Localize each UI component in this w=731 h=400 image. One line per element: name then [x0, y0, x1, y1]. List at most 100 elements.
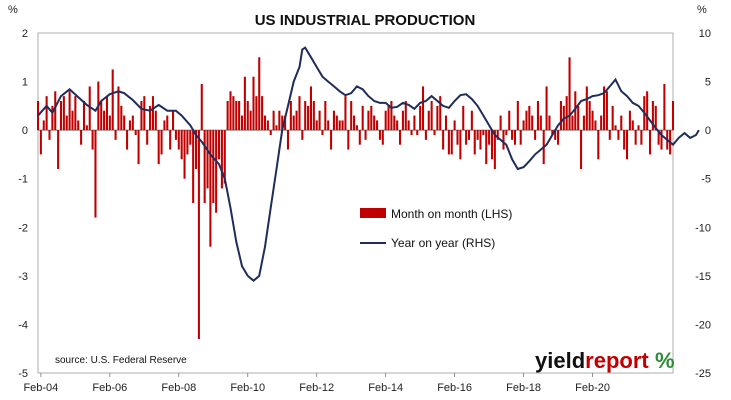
left-tick-label: -3: [18, 271, 28, 283]
mom-bar: [85, 125, 88, 131]
mom-bar: [68, 91, 71, 131]
mom-bar: [240, 115, 244, 131]
mom-bar: [565, 96, 568, 131]
mom-bar: [344, 96, 347, 131]
mom-bar: [269, 130, 272, 135]
mom-bar: [48, 130, 51, 140]
mom-bar: [197, 130, 200, 339]
mom-bar: [539, 115, 542, 131]
mom-bar: [327, 120, 330, 131]
mom-bar: [51, 105, 54, 131]
mom-bar: [103, 110, 106, 131]
mom-bar: [416, 130, 419, 135]
mom-bar: [407, 120, 410, 131]
mom-bar: [545, 86, 548, 131]
mom-bar: [502, 130, 505, 150]
mom-bar: [200, 84, 203, 131]
mom-bar: [157, 130, 160, 165]
mom-bar: [631, 120, 634, 131]
mom-bar: [603, 86, 606, 131]
mom-bar: [255, 96, 258, 131]
mom-bar: [623, 130, 626, 150]
mom-bar: [361, 105, 364, 131]
mom-bar: [508, 110, 511, 131]
mom-bar: [177, 130, 180, 150]
mom-bar: [430, 101, 433, 131]
mom-bar: [59, 101, 63, 131]
mom-bar: [128, 120, 131, 131]
mom-bar: [235, 101, 238, 131]
mom-bar: [614, 125, 617, 131]
mom-bar: [453, 120, 456, 131]
mom-bar: [663, 84, 666, 131]
logo-text: yieldreport: [535, 348, 649, 373]
yoy-line: [37, 46, 700, 283]
mom-bar: [419, 105, 422, 131]
mom-bar: [217, 130, 221, 160]
yieldreport-logo: yieldreport %: [535, 348, 675, 373]
mom-bar: [620, 115, 623, 131]
left-axis-unit: %: [8, 4, 18, 16]
mom-bar: [301, 130, 304, 140]
mom-bar: [534, 130, 537, 140]
x-tick-label: Feb-06: [92, 382, 127, 394]
mom-bar: [192, 130, 195, 203]
mom-bar: [376, 120, 379, 131]
mom-bar: [281, 115, 284, 131]
mom-bar: [465, 130, 468, 145]
mom-bar: [252, 76, 255, 131]
mom-bar: [554, 130, 557, 140]
mom-bar: [571, 115, 574, 131]
mom-bar: [212, 130, 215, 203]
mom-bar: [433, 130, 436, 135]
mom-bar: [149, 105, 152, 131]
right-tick-label: -10: [695, 222, 711, 234]
mom-bar: [456, 130, 459, 145]
mom-bar: [309, 86, 312, 131]
mom-bar: [80, 130, 83, 145]
left-axis: 2 1 0 -1 -2 -3 -4 -5: [18, 28, 28, 380]
x-tick-label: Feb-14: [368, 382, 403, 394]
x-tick-label: Feb-10: [230, 382, 265, 394]
mom-bar: [137, 130, 140, 165]
right-tick-label: -15: [695, 271, 711, 283]
left-tick-label: 2: [22, 28, 28, 40]
mom-bar: [585, 86, 588, 131]
mom-bar: [229, 91, 232, 131]
mom-bar: [335, 115, 338, 131]
mom-bar: [174, 130, 177, 140]
mom-bar: [373, 115, 376, 131]
mom-bar: [203, 130, 206, 203]
mom-bar: [261, 96, 264, 131]
mom-bar: [378, 130, 381, 140]
mom-bar: [330, 130, 333, 150]
mom-bar: [304, 101, 307, 131]
right-axis: 10 5 0 -5 -10 -15 -20 -25: [695, 28, 711, 380]
mom-bar: [183, 130, 186, 179]
mom-bar: [436, 105, 439, 131]
mom-bar: [654, 105, 657, 131]
mom-bar: [577, 105, 580, 131]
mom-bar: [134, 130, 137, 135]
mom-bar: [209, 130, 212, 247]
mom-bar: [169, 130, 172, 150]
mom-bar: [272, 110, 275, 131]
mom-bar: [220, 130, 223, 189]
mom-bar: [249, 110, 252, 131]
x-tick-label: Feb-18: [506, 382, 541, 394]
mom-bar: [74, 96, 77, 131]
mom-bar: [42, 120, 45, 131]
legend-label-yoy: Year on year (RHS): [391, 236, 495, 250]
mom-bar: [226, 101, 229, 131]
mom-bar: [424, 130, 427, 140]
mom-bar: [634, 130, 637, 145]
mom-bar: [172, 110, 175, 131]
mom-bar: [114, 130, 117, 140]
mom-bar: [367, 110, 370, 131]
mom-bar: [413, 115, 416, 131]
mom-bar: [651, 101, 654, 131]
mom-bar: [91, 130, 94, 150]
mom-bar: [479, 130, 482, 150]
mom-bar: [648, 130, 652, 155]
mom-bar: [404, 101, 407, 131]
